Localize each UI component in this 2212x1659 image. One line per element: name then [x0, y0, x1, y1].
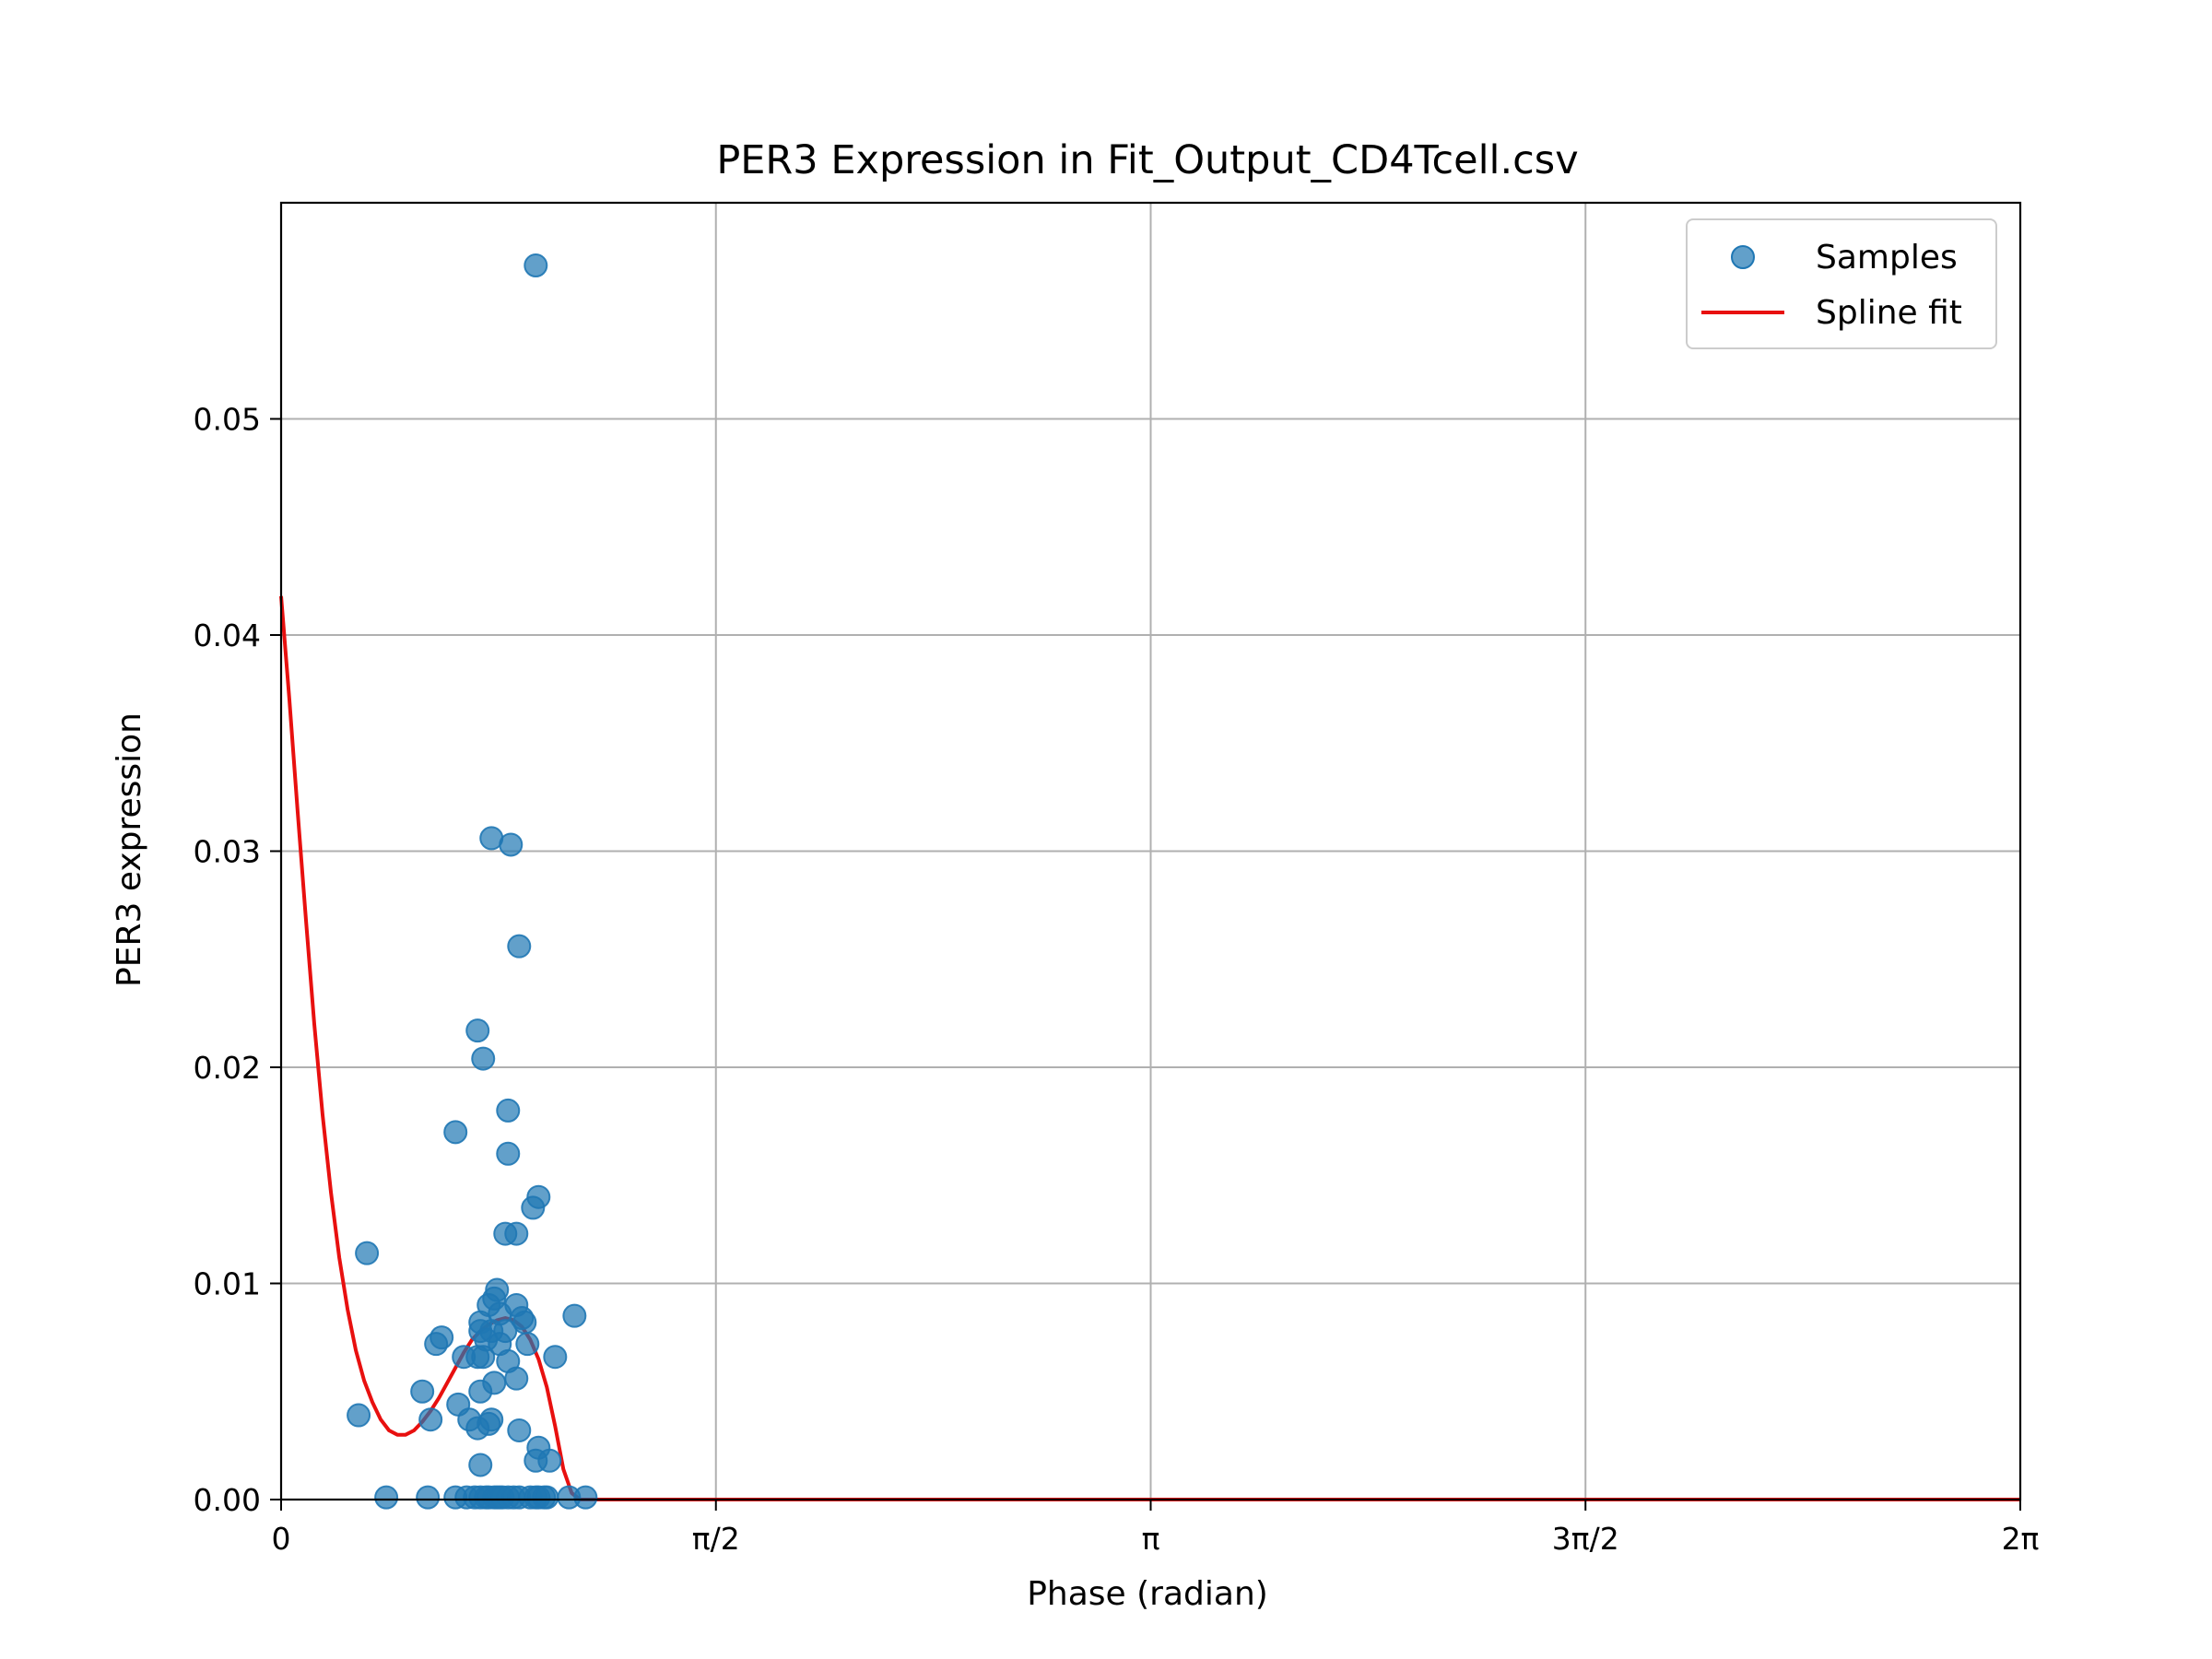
- y-tick-label: 0.00: [194, 1482, 261, 1518]
- sample-point: [374, 1485, 399, 1510]
- sample-point: [443, 1120, 468, 1145]
- sample-point: [471, 1046, 496, 1071]
- sample-point: [424, 1332, 449, 1357]
- sample-point: [465, 1018, 490, 1043]
- x-tick-label: 2π: [2002, 1521, 2040, 1557]
- x-axis-ticks: 0 π/2 π 3π/2 2π: [272, 1500, 2040, 1557]
- x-tick-label: 3π/2: [1552, 1521, 1619, 1557]
- sample-point: [465, 1416, 490, 1441]
- sample-point: [537, 1448, 562, 1473]
- legend-spline-label: Spline fit: [1816, 294, 1962, 332]
- sample-point: [496, 1098, 521, 1123]
- sample-point: [524, 253, 548, 278]
- sample-point: [504, 1221, 529, 1246]
- y-tick-label: 0.04: [194, 618, 261, 653]
- sample-point: [418, 1407, 443, 1432]
- sample-point: [347, 1403, 371, 1428]
- sample-point: [562, 1303, 587, 1328]
- sample-point: [573, 1485, 598, 1510]
- y-tick-label: 0.05: [194, 402, 261, 438]
- sample-point: [471, 1345, 496, 1370]
- sample-point: [468, 1379, 493, 1404]
- sample-point: [543, 1345, 568, 1370]
- y-tick-label: 0.02: [194, 1050, 261, 1086]
- sample-point: [468, 1453, 493, 1477]
- legend-samples-marker: [1731, 245, 1755, 269]
- sample-point: [535, 1485, 559, 1510]
- sample-point: [496, 1141, 521, 1166]
- x-axis-label: Phase (radian): [1027, 1575, 1268, 1613]
- sample-point: [410, 1379, 435, 1404]
- chart-title: PER3 Expression in Fit_Output_CD4Tcell.c…: [716, 137, 1578, 183]
- sample-point: [416, 1485, 441, 1510]
- x-tick-label: 0: [272, 1521, 291, 1557]
- legend-samples-label: Samples: [1816, 239, 1958, 276]
- y-tick-label: 0.01: [194, 1266, 261, 1302]
- sample-point: [515, 1332, 540, 1357]
- sample-point: [504, 1366, 529, 1391]
- legend: Samples Spline fit: [1686, 218, 1997, 349]
- sample-point: [521, 1195, 546, 1220]
- y-axis-label: PER3 expression: [111, 712, 148, 987]
- sample-point: [499, 832, 524, 857]
- sample-point: [507, 934, 532, 959]
- sample-point: [355, 1241, 380, 1265]
- sample-points: [347, 253, 598, 1510]
- sample-point: [507, 1418, 532, 1442]
- x-tick-label: π: [1142, 1521, 1160, 1557]
- y-tick-label: 0.03: [194, 834, 261, 870]
- y-axis-ticks: 0.00 0.01 0.02 0.03 0.04 0.05: [194, 402, 281, 1518]
- x-tick-label: π/2: [692, 1521, 740, 1557]
- legend-box: [1686, 218, 1997, 349]
- grid-lines: [280, 203, 2021, 1500]
